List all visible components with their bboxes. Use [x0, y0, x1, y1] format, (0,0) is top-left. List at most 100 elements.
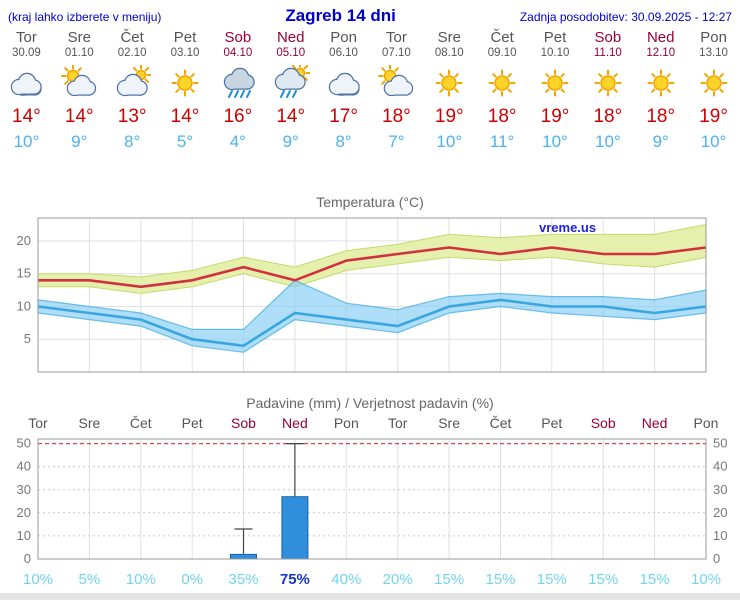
sunny-icon	[423, 62, 476, 104]
svg-text:50: 50	[17, 436, 31, 451]
date-label: 06.10	[329, 47, 358, 59]
high-temp: 19°	[699, 106, 728, 127]
location-menu-hint: (kraj lahko izberete v meniju)	[8, 10, 162, 24]
precip-bar	[281, 496, 309, 560]
date-label: 07.10	[382, 47, 411, 59]
weekday-label: Ned	[276, 29, 305, 46]
low-temp: 9°	[71, 132, 88, 151]
day-column[interactable]: Tor 30.09 14° 10°	[0, 29, 53, 152]
precip-probability: 15%	[434, 571, 465, 588]
precip-day-label: Pet	[541, 415, 563, 431]
partly-cloudy-icon	[53, 62, 106, 104]
precip-day-label: Sob	[590, 415, 616, 431]
temp-min-line	[37, 298, 707, 348]
day-column[interactable]: Sre 08.10 19° 10°	[423, 29, 476, 152]
weekday-label: Sre	[437, 29, 461, 46]
svg-text:20: 20	[17, 233, 31, 248]
day-column[interactable]: Pet 10.10 19° 10°	[529, 29, 582, 152]
precip-probability: 0%	[181, 571, 204, 588]
day-column[interactable]: Tor 07.10 18° 7°	[370, 29, 423, 152]
day-column[interactable]: Čet 09.10 18° 11°	[476, 29, 529, 152]
weekday-label: Pon	[330, 29, 357, 46]
date-label: 12.10	[646, 47, 676, 59]
precip-probability: 15%	[536, 571, 567, 588]
high-temp: 18°	[593, 106, 623, 127]
precip-day-label: Sre	[78, 415, 101, 431]
high-temp: 16°	[223, 106, 253, 127]
precip-probability: 15%	[485, 571, 516, 588]
svg-text:10: 10	[17, 299, 31, 314]
svg-text:0: 0	[24, 551, 31, 565]
weekday-label: Pet	[543, 29, 567, 46]
high-temp: 18°	[646, 106, 676, 127]
high-temp: 19°	[540, 106, 570, 127]
precipitation-chart: 0 0 10 10 20 20 30 30 40 40 50 50	[0, 433, 740, 570]
precip-probability: 40%	[331, 571, 362, 588]
day-column[interactable]: Sre 01.10 14° 9°	[53, 29, 106, 152]
svg-text:30: 30	[713, 482, 727, 497]
low-temp: 4°	[229, 132, 246, 151]
svg-text:30: 30	[17, 482, 31, 497]
low-temp: 9°	[652, 132, 669, 151]
svg-text:50: 50	[713, 436, 727, 451]
last-update-label: Zadnja posodobitev: 30.09.2025 - 12:27	[519, 10, 732, 24]
day-column[interactable]: Čet 02.10 13° 8°	[106, 29, 159, 152]
sunny-icon	[159, 62, 212, 104]
date-label: 08.10	[434, 47, 464, 59]
weekday-label: Tor	[16, 29, 37, 46]
sunny-icon	[581, 62, 634, 104]
low-temp: 9°	[282, 132, 299, 151]
svg-text:5: 5	[24, 331, 31, 346]
weekday-label: Ned	[646, 29, 675, 46]
day-column[interactable]: Pet 03.10 14° 5°	[159, 29, 212, 152]
sunny-icon	[634, 62, 687, 104]
svg-text:40: 40	[17, 459, 31, 474]
weekday-label: Tor	[386, 29, 407, 46]
precip-bar	[230, 553, 257, 560]
precip-day-label: Čet	[129, 415, 152, 431]
date-label: 04.10	[223, 47, 253, 59]
precip-day-label: Tor	[28, 415, 48, 431]
mostly-cloudy-icon	[106, 62, 159, 104]
weekday-label: Pon	[700, 29, 727, 46]
day-column[interactable]: Sob 04.10 16° 4°	[211, 29, 264, 152]
precip-day-label: Ned	[641, 415, 668, 431]
weekday-label: Sob	[594, 29, 622, 46]
precip-probability: 5%	[78, 571, 101, 588]
partly-cloudy-icon	[370, 62, 423, 104]
day-column[interactable]: Ned 05.10 14° 9°	[264, 29, 317, 152]
precip-day-label: Pon	[693, 415, 719, 431]
precip-day-label: Pet	[181, 415, 203, 431]
weekday-label: Sre	[67, 29, 91, 46]
temperature-chart-title: Temperatura (°C)	[316, 194, 424, 210]
day-column[interactable]: Pon 13.10 19° 10°	[687, 29, 740, 152]
watermark-link[interactable]: vreme.us	[539, 220, 596, 235]
days-grid: Tor 30.09 14° 10° Sre 01.10 14° 9° Čet 02.10 13° 8°…	[0, 29, 740, 152]
low-temp: 7°	[388, 132, 405, 151]
svg-text:0: 0	[713, 551, 720, 565]
bottom-scrollbar[interactable]	[0, 593, 740, 600]
precip-day-label: Sre	[438, 415, 460, 431]
day-column[interactable]: Pon 06.10 17° 8°	[317, 29, 370, 152]
rain-icon	[211, 62, 264, 104]
high-temp: 13°	[117, 106, 147, 127]
precip-probability: 10%	[125, 571, 156, 588]
showers-icon	[264, 62, 317, 104]
date-label: 01.10	[64, 47, 94, 59]
day-column[interactable]: Ned 12.10 18° 9°	[634, 29, 687, 152]
temp-max-line	[38, 246, 707, 289]
precip-probability: 10%	[690, 571, 722, 588]
low-temp: 10°	[542, 132, 568, 151]
precip-probability: 15%	[639, 571, 670, 588]
high-temp: 19°	[434, 106, 464, 127]
high-temp: 14°	[12, 106, 41, 127]
precip-probability: 75%	[279, 571, 310, 588]
low-temp: 10°	[436, 132, 463, 151]
date-label: 30.09	[12, 47, 41, 59]
date-label: 03.10	[170, 47, 200, 59]
high-temp: 17°	[329, 106, 358, 127]
day-column[interactable]: Sob 11.10 18° 10°	[581, 29, 634, 152]
low-temp: 11°	[489, 132, 515, 151]
high-temp: 14°	[170, 106, 200, 127]
date-label: 13.10	[699, 47, 728, 59]
